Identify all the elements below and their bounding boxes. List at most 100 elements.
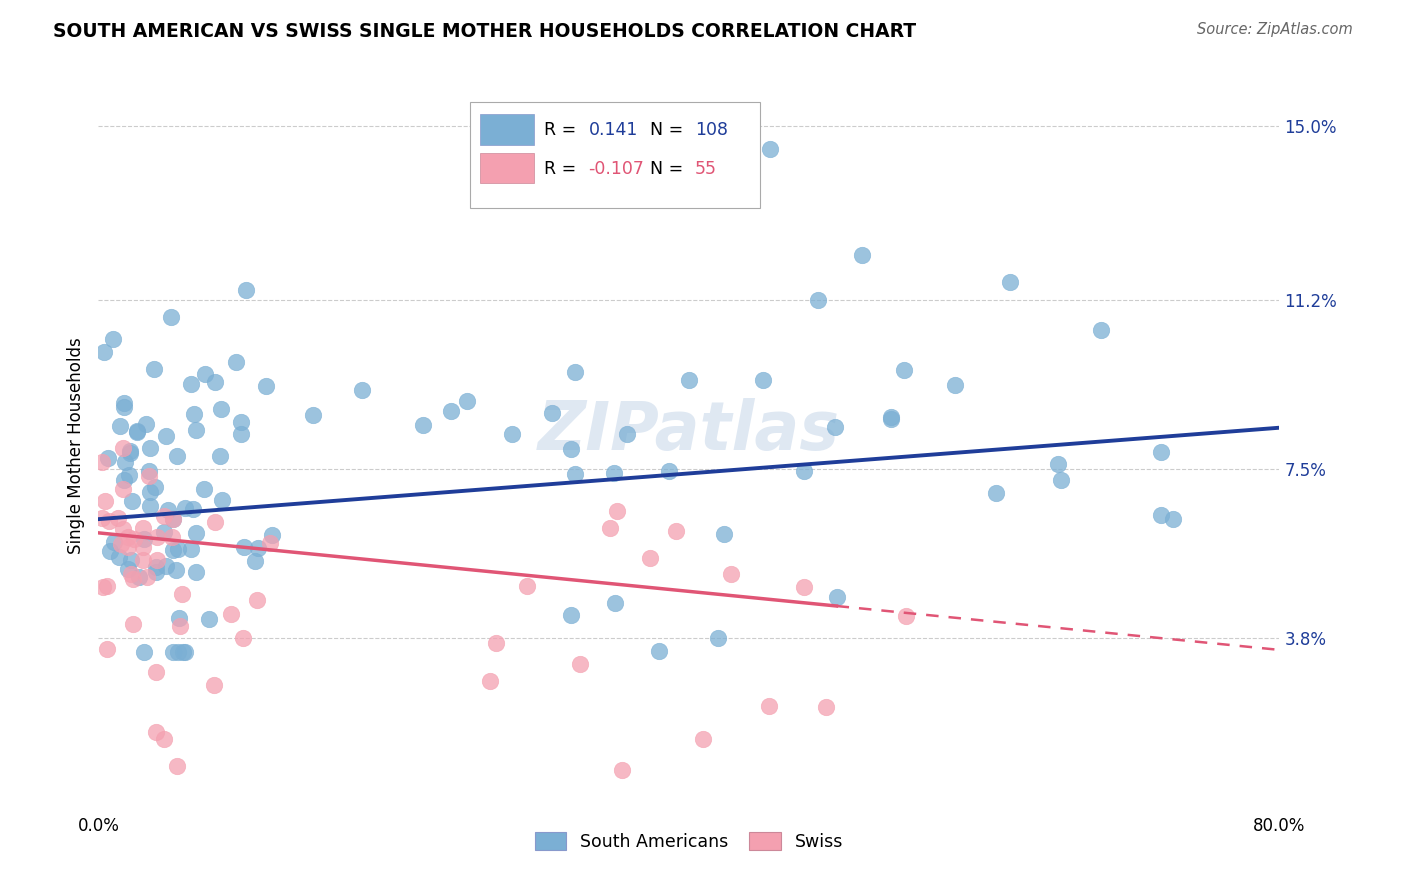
Legend: South Americans, Swiss: South Americans, Swiss: [529, 825, 849, 858]
Point: [824, 420, 846, 434]
Y-axis label: Single Mother Households: Single Mother Households: [66, 338, 84, 554]
Point: [564, 365, 586, 379]
Point: [720, 567, 742, 582]
Point: [108, 419, 131, 434]
Text: -0.107: -0.107: [589, 160, 644, 178]
Point: [610, 763, 633, 777]
Point: [162, 512, 184, 526]
Point: [153, 732, 176, 747]
Point: [124, 532, 146, 546]
Point: [132, 645, 155, 659]
Point: [243, 554, 266, 568]
Point: [157, 503, 180, 517]
Point: [132, 540, 155, 554]
Point: [155, 559, 177, 574]
Point: [145, 565, 167, 579]
Point: [183, 407, 205, 421]
Point: [1150, 445, 1173, 459]
Point: [302, 408, 325, 422]
Point: [560, 442, 582, 457]
Point: [194, 368, 217, 382]
Point: [101, 332, 124, 346]
Point: [111, 441, 134, 455]
Point: [111, 483, 134, 497]
Point: [166, 759, 188, 773]
Point: [758, 699, 780, 714]
Point: [170, 587, 193, 601]
Point: [152, 508, 174, 523]
Point: [138, 468, 160, 483]
Point: [145, 560, 167, 574]
Text: 0.141: 0.141: [589, 121, 638, 139]
Point: [132, 521, 155, 535]
Point: [91, 581, 114, 595]
Point: [143, 361, 166, 376]
Point: [162, 542, 184, 557]
Point: [112, 395, 135, 409]
Point: [815, 700, 838, 714]
Point: [107, 510, 129, 524]
Point: [181, 502, 204, 516]
Point: [94, 494, 117, 508]
Point: [184, 423, 207, 437]
Point: [254, 379, 277, 393]
Point: [117, 468, 139, 483]
Point: [110, 537, 132, 551]
Point: [132, 532, 155, 546]
Point: [120, 567, 142, 582]
Point: [135, 570, 157, 584]
Point: [208, 449, 231, 463]
Point: [457, 393, 479, 408]
Text: Source: ZipAtlas.com: Source: ZipAtlas.com: [1197, 22, 1353, 37]
Point: [880, 410, 903, 425]
Point: [167, 541, 190, 556]
Point: [479, 673, 502, 688]
Point: [440, 403, 463, 417]
Point: [96, 579, 118, 593]
Point: [232, 631, 254, 645]
Point: [153, 524, 176, 539]
Point: [165, 563, 187, 577]
Point: [96, 642, 118, 657]
Text: R =: R =: [544, 121, 582, 139]
Point: [616, 426, 638, 441]
Point: [162, 645, 184, 659]
Point: [93, 345, 115, 359]
Point: [121, 493, 143, 508]
Point: [184, 525, 207, 540]
Text: SOUTH AMERICAN VS SWISS SINGLE MOTHER HOUSEHOLDS CORRELATION CHART: SOUTH AMERICAN VS SWISS SINGLE MOTHER HO…: [53, 22, 917, 41]
Point: [125, 424, 148, 438]
Point: [117, 530, 139, 544]
Point: [121, 617, 143, 632]
Point: [125, 425, 148, 439]
Point: [713, 527, 735, 541]
Point: [138, 485, 160, 500]
Text: R =: R =: [544, 160, 582, 178]
FancyBboxPatch shape: [479, 114, 534, 145]
Point: [160, 310, 183, 324]
Point: [352, 384, 374, 398]
Point: [260, 528, 283, 542]
Point: [569, 657, 592, 671]
Text: 108: 108: [695, 121, 728, 139]
Point: [174, 500, 197, 515]
Point: [145, 665, 167, 679]
Point: [138, 499, 160, 513]
Point: [139, 442, 162, 456]
Point: [678, 373, 700, 387]
Point: [155, 429, 177, 443]
Point: [225, 354, 247, 368]
Point: [1090, 323, 1112, 337]
Point: [759, 142, 782, 156]
Point: [128, 570, 150, 584]
Point: [97, 450, 120, 465]
Point: [103, 534, 125, 549]
Point: [117, 540, 139, 554]
Point: [484, 636, 506, 650]
Point: [752, 373, 775, 387]
Text: N =: N =: [650, 160, 689, 178]
Point: [143, 480, 166, 494]
Point: [1049, 474, 1071, 488]
Point: [235, 283, 257, 297]
Point: [209, 401, 232, 416]
